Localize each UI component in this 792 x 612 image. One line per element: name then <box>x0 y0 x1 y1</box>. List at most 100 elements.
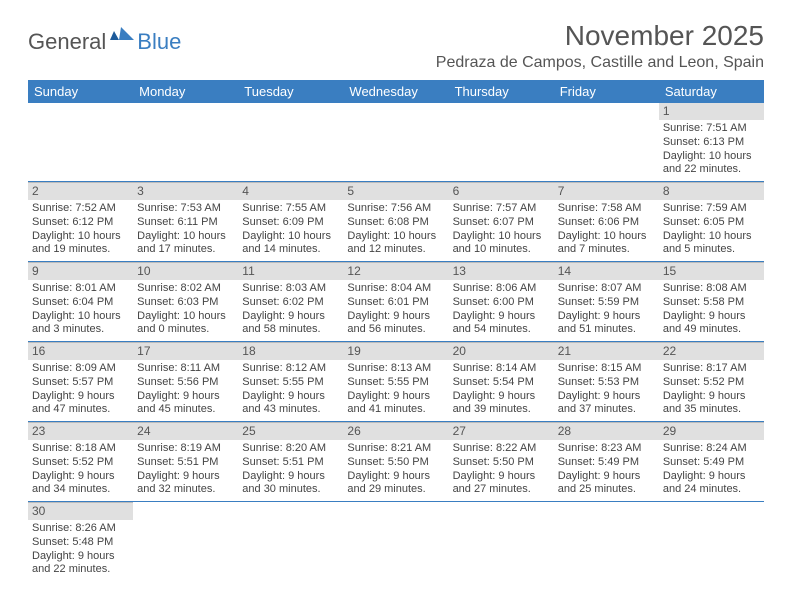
day-info: Sunrise: 8:06 AMSunset: 6:00 PMDaylight:… <box>453 282 550 337</box>
day-info: Sunrise: 8:02 AMSunset: 6:03 PMDaylight:… <box>137 282 234 337</box>
week-row: 2Sunrise: 7:52 AMSunset: 6:12 PMDaylight… <box>28 182 764 262</box>
sunrise-text: Sunrise: 7:58 AM <box>558 202 655 216</box>
day-cell <box>238 502 343 582</box>
daylight-text: Daylight: 9 hours and 35 minutes. <box>663 390 760 418</box>
flag-icon <box>110 26 136 49</box>
header: General Blue November 2025 Pedraza de Ca… <box>28 20 764 72</box>
day-cell: 9Sunrise: 8:01 AMSunset: 6:04 PMDaylight… <box>28 262 133 342</box>
day-number: 20 <box>449 342 554 360</box>
week-row: 1Sunrise: 7:51 AMSunset: 6:13 PMDaylight… <box>28 103 764 182</box>
day-info: Sunrise: 7:53 AMSunset: 6:11 PMDaylight:… <box>137 202 234 257</box>
sunrise-text: Sunrise: 8:02 AM <box>137 282 234 296</box>
day-number: 13 <box>449 262 554 280</box>
sunset-text: Sunset: 5:58 PM <box>663 296 760 310</box>
daylight-text: Daylight: 9 hours and 30 minutes. <box>242 470 339 498</box>
sunset-text: Sunset: 6:04 PM <box>32 296 129 310</box>
day-cell: 11Sunrise: 8:03 AMSunset: 6:02 PMDayligh… <box>238 262 343 342</box>
sunset-text: Sunset: 5:57 PM <box>32 376 129 390</box>
sunrise-text: Sunrise: 8:22 AM <box>453 442 550 456</box>
sunset-text: Sunset: 5:49 PM <box>663 456 760 470</box>
day-number: 26 <box>343 422 448 440</box>
day-cell: 2Sunrise: 7:52 AMSunset: 6:12 PMDaylight… <box>28 182 133 262</box>
day-info: Sunrise: 8:09 AMSunset: 5:57 PMDaylight:… <box>32 362 129 417</box>
sunrise-text: Sunrise: 7:59 AM <box>663 202 760 216</box>
daylight-text: Daylight: 9 hours and 25 minutes. <box>558 470 655 498</box>
daylight-text: Daylight: 9 hours and 24 minutes. <box>663 470 760 498</box>
day-number: 12 <box>343 262 448 280</box>
sunset-text: Sunset: 6:05 PM <box>663 216 760 230</box>
col-monday: Monday <box>133 80 238 103</box>
day-number: 14 <box>554 262 659 280</box>
day-number: 1 <box>659 103 764 120</box>
sunrise-text: Sunrise: 8:07 AM <box>558 282 655 296</box>
day-cell: 23Sunrise: 8:18 AMSunset: 5:52 PMDayligh… <box>28 422 133 502</box>
sunset-text: Sunset: 5:48 PM <box>32 536 129 550</box>
day-cell: 20 Sunrise: 8:14 AMSunset: 5:54 PMDayligh… <box>449 342 554 422</box>
sunrise-text: Sunrise: 7:56 AM <box>347 202 444 216</box>
sunrise-text: Sunrise: 8:21 AM <box>347 442 444 456</box>
daylight-text: Daylight: 9 hours and 27 minutes. <box>453 470 550 498</box>
sunset-text: Sunset: 6:09 PM <box>242 216 339 230</box>
day-number: 2 <box>28 182 133 200</box>
logo-text-a: General <box>28 29 106 55</box>
day-info: Sunrise: 8:14 AMSunset: 5:54 PMDaylight:… <box>453 362 550 417</box>
daylight-text: Daylight: 10 hours and 0 minutes. <box>137 310 234 338</box>
day-number: 27 <box>449 422 554 440</box>
day-cell <box>449 502 554 582</box>
day-cell: 10Sunrise: 8:02 AMSunset: 6:03 PMDayligh… <box>133 262 238 342</box>
sunrise-text: Sunrise: 7:53 AM <box>137 202 234 216</box>
daylight-text: Daylight: 9 hours and 29 minutes. <box>347 470 444 498</box>
sunset-text: Sunset: 5:55 PM <box>347 376 444 390</box>
day-cell: 13 Sunrise: 8:06 AMSunset: 6:00 PMDayligh… <box>449 262 554 342</box>
day-cell: 28Sunrise: 8:23 AMSunset: 5:49 PMDayligh… <box>554 422 659 502</box>
day-info: Sunrise: 8:04 AMSunset: 6:01 PMDaylight:… <box>347 282 444 337</box>
sunset-text: Sunset: 5:52 PM <box>32 456 129 470</box>
sunrise-text: Sunrise: 8:12 AM <box>242 362 339 376</box>
daylight-text: Daylight: 10 hours and 10 minutes. <box>453 230 550 258</box>
sunset-text: Sunset: 5:52 PM <box>663 376 760 390</box>
day-number: 29 <box>659 422 764 440</box>
day-number: 19 <box>343 342 448 360</box>
daylight-text: Daylight: 10 hours and 14 minutes. <box>242 230 339 258</box>
day-info: Sunrise: 8:20 AMSunset: 5:51 PMDaylight:… <box>242 442 339 497</box>
week-row: 9 Sunrise: 8:01 AMSunset: 6:04 PM Daylight… <box>28 262 764 342</box>
sunset-text: Sunset: 6:11 PM <box>137 216 234 230</box>
daylight-text: Daylight: 9 hours and 51 minutes. <box>558 310 655 338</box>
sunset-text: Sunset: 5:56 PM <box>137 376 234 390</box>
sunset-text: Sunset: 6:01 PM <box>347 296 444 310</box>
sunrise-text: Sunrise: 8:23 AM <box>558 442 655 456</box>
day-cell <box>554 103 659 182</box>
day-cell: 12 Sunrise: 8:04 AMSunset: 6:01 PMDayligh… <box>343 262 448 342</box>
day-cell <box>133 502 238 582</box>
day-info: Sunrise: 8:18 AMSunset: 5:52 PMDaylight:… <box>32 442 129 497</box>
day-info: Sunrise: 8:26 AMSunset: 5:48 PMDaylight:… <box>32 522 129 577</box>
day-info: Sunrise: 8:11 AMSunset: 5:56 PMDaylight:… <box>137 362 234 417</box>
day-info: Sunrise: 8:15 AMSunset: 5:53 PMDaylight:… <box>558 362 655 417</box>
day-info: Sunrise: 8:07 AMSunset: 5:59 PMDaylight:… <box>558 282 655 337</box>
daylight-text: Daylight: 10 hours and 7 minutes. <box>558 230 655 258</box>
day-cell <box>238 103 343 182</box>
day-number: 21 <box>554 342 659 360</box>
day-cell <box>133 103 238 182</box>
sunrise-text: Sunrise: 8:04 AM <box>347 282 444 296</box>
day-cell: 7Sunrise: 7:58 AMSunset: 6:06 PMDaylight… <box>554 182 659 262</box>
week-row: 16Sunrise: 8:09 AMSunset: 5:57 PMDayligh… <box>28 342 764 422</box>
page-title: November 2025 <box>436 20 764 52</box>
sunset-text: Sunset: 5:51 PM <box>137 456 234 470</box>
sunrise-text: Sunrise: 8:13 AM <box>347 362 444 376</box>
day-cell: 14 Sunrise: 8:07 AMSunset: 5:59 PMDayligh… <box>554 262 659 342</box>
calendar-table: Sunday Monday Tuesday Wednesday Thursday… <box>28 80 764 581</box>
day-info: Sunrise: 7:56 AMSunset: 6:08 PMDaylight:… <box>347 202 444 257</box>
day-info: Sunrise: 8:22 AMSunset: 5:50 PMDaylight:… <box>453 442 550 497</box>
sunrise-text: Sunrise: 8:03 AM <box>242 282 339 296</box>
day-number: 24 <box>133 422 238 440</box>
sunrise-text: Sunrise: 8:11 AM <box>137 362 234 376</box>
sunset-text: Sunset: 6:02 PM <box>242 296 339 310</box>
day-cell: 27 Sunrise: 8:22 AMSunset: 5:50 PMDayligh… <box>449 422 554 502</box>
daylight-text: Daylight: 9 hours and 47 minutes. <box>32 390 129 418</box>
day-number: 9 <box>28 262 133 280</box>
sunrise-text: Sunrise: 8:01 AM <box>32 282 129 296</box>
daylight-text: Daylight: 9 hours and 22 minutes. <box>32 550 129 578</box>
day-cell: 4Sunrise: 7:55 AMSunset: 6:09 PMDaylight… <box>238 182 343 262</box>
daylight-text: Daylight: 9 hours and 56 minutes. <box>347 310 444 338</box>
